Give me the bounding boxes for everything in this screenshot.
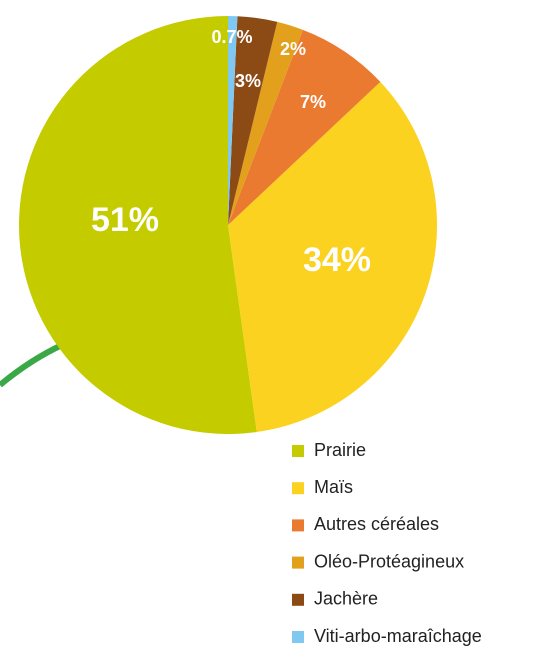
pie-slice: [228, 16, 278, 225]
legend-label: Prairie: [314, 440, 366, 460]
pie-slice: [18, 16, 257, 435]
pie-slice: [228, 16, 238, 225]
data-label: 7%: [300, 92, 326, 112]
legend-label: Viti-arbo-maraîchage: [314, 626, 482, 646]
pie-slice: [228, 21, 303, 226]
legend-swatch: [292, 482, 304, 495]
legend-swatch: [292, 631, 304, 643]
data-label: 2%: [280, 39, 306, 59]
legend-swatch: [292, 519, 304, 532]
legend-swatch: [292, 556, 304, 569]
legend-label: Jachère: [314, 589, 378, 609]
legend-label: Autres céréales: [314, 514, 439, 534]
legend-swatch: [292, 445, 304, 457]
legend-label: Oléo-Protéagineux: [314, 551, 464, 571]
decorative-curve: [0, 342, 64, 388]
legend-swatch: [292, 593, 304, 606]
pie-slice: [228, 81, 437, 433]
data-label: 34%: [303, 241, 371, 279]
pie-slice: [228, 29, 381, 225]
data-label: 51%: [91, 201, 159, 239]
data-label: 0.7%: [211, 27, 252, 47]
data-label: 3%: [235, 71, 261, 91]
legend-label: Maïs: [314, 477, 353, 497]
